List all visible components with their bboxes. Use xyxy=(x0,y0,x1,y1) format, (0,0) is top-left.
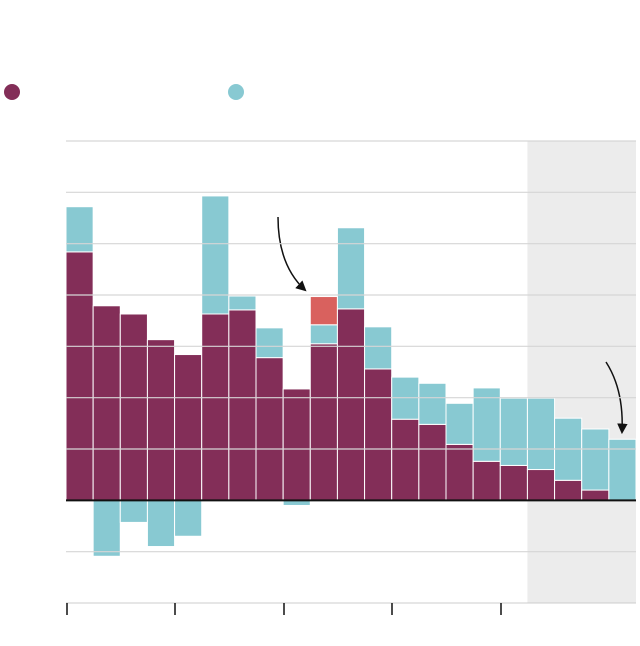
bar-segment xyxy=(228,309,257,501)
bar-segment xyxy=(364,326,393,370)
bar-segment xyxy=(174,354,203,501)
bar-segment xyxy=(309,343,338,501)
bar-segment xyxy=(119,313,148,501)
bar-segment xyxy=(255,357,284,501)
bar-segment xyxy=(364,368,393,501)
bar-segment xyxy=(581,428,610,491)
legend-marker xyxy=(228,84,244,100)
bar-segment xyxy=(336,227,366,310)
bar-segment xyxy=(336,308,366,501)
bar-segment xyxy=(526,469,556,501)
background-layer xyxy=(527,141,636,603)
bar-segment xyxy=(201,195,230,315)
bar-segment xyxy=(499,397,528,466)
bar-segment xyxy=(119,499,148,523)
bar-segment xyxy=(228,295,257,311)
bar-segment xyxy=(255,327,284,359)
bar-segment xyxy=(92,499,121,557)
annotation-arrow xyxy=(605,361,628,435)
bar-segment xyxy=(581,489,610,501)
bar-segment xyxy=(146,339,176,501)
bar-segment xyxy=(418,423,447,501)
bar-segment xyxy=(418,382,447,425)
bar-segment xyxy=(526,397,556,471)
bar-segment xyxy=(472,387,501,462)
bar-segment xyxy=(472,460,501,501)
bar-segment xyxy=(146,499,176,548)
bar-segment xyxy=(309,296,338,326)
bar-segment xyxy=(554,479,583,501)
bar-segment xyxy=(65,206,94,253)
legend-marker xyxy=(4,84,20,100)
bar-segment xyxy=(92,305,121,501)
x-ticks xyxy=(66,603,502,615)
bar-layer xyxy=(65,195,637,557)
annotation-arrow xyxy=(277,216,307,292)
bar-segment xyxy=(201,313,230,501)
shaded-region xyxy=(527,141,636,603)
bar-segment xyxy=(445,443,474,501)
bar-segment xyxy=(309,324,338,345)
bar-segment xyxy=(391,418,420,501)
bar-segment xyxy=(445,402,474,445)
grid-layer xyxy=(66,140,636,553)
bar-segment xyxy=(65,251,94,501)
bar-segment xyxy=(499,464,528,501)
bar-segment xyxy=(174,499,203,537)
bar-segment xyxy=(282,388,311,501)
legend xyxy=(4,84,244,100)
